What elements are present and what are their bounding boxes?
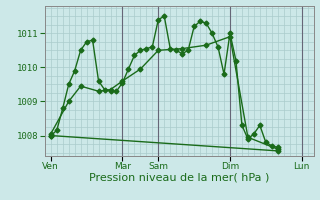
X-axis label: Pression niveau de la mer( hPa ): Pression niveau de la mer( hPa ): [89, 173, 269, 183]
